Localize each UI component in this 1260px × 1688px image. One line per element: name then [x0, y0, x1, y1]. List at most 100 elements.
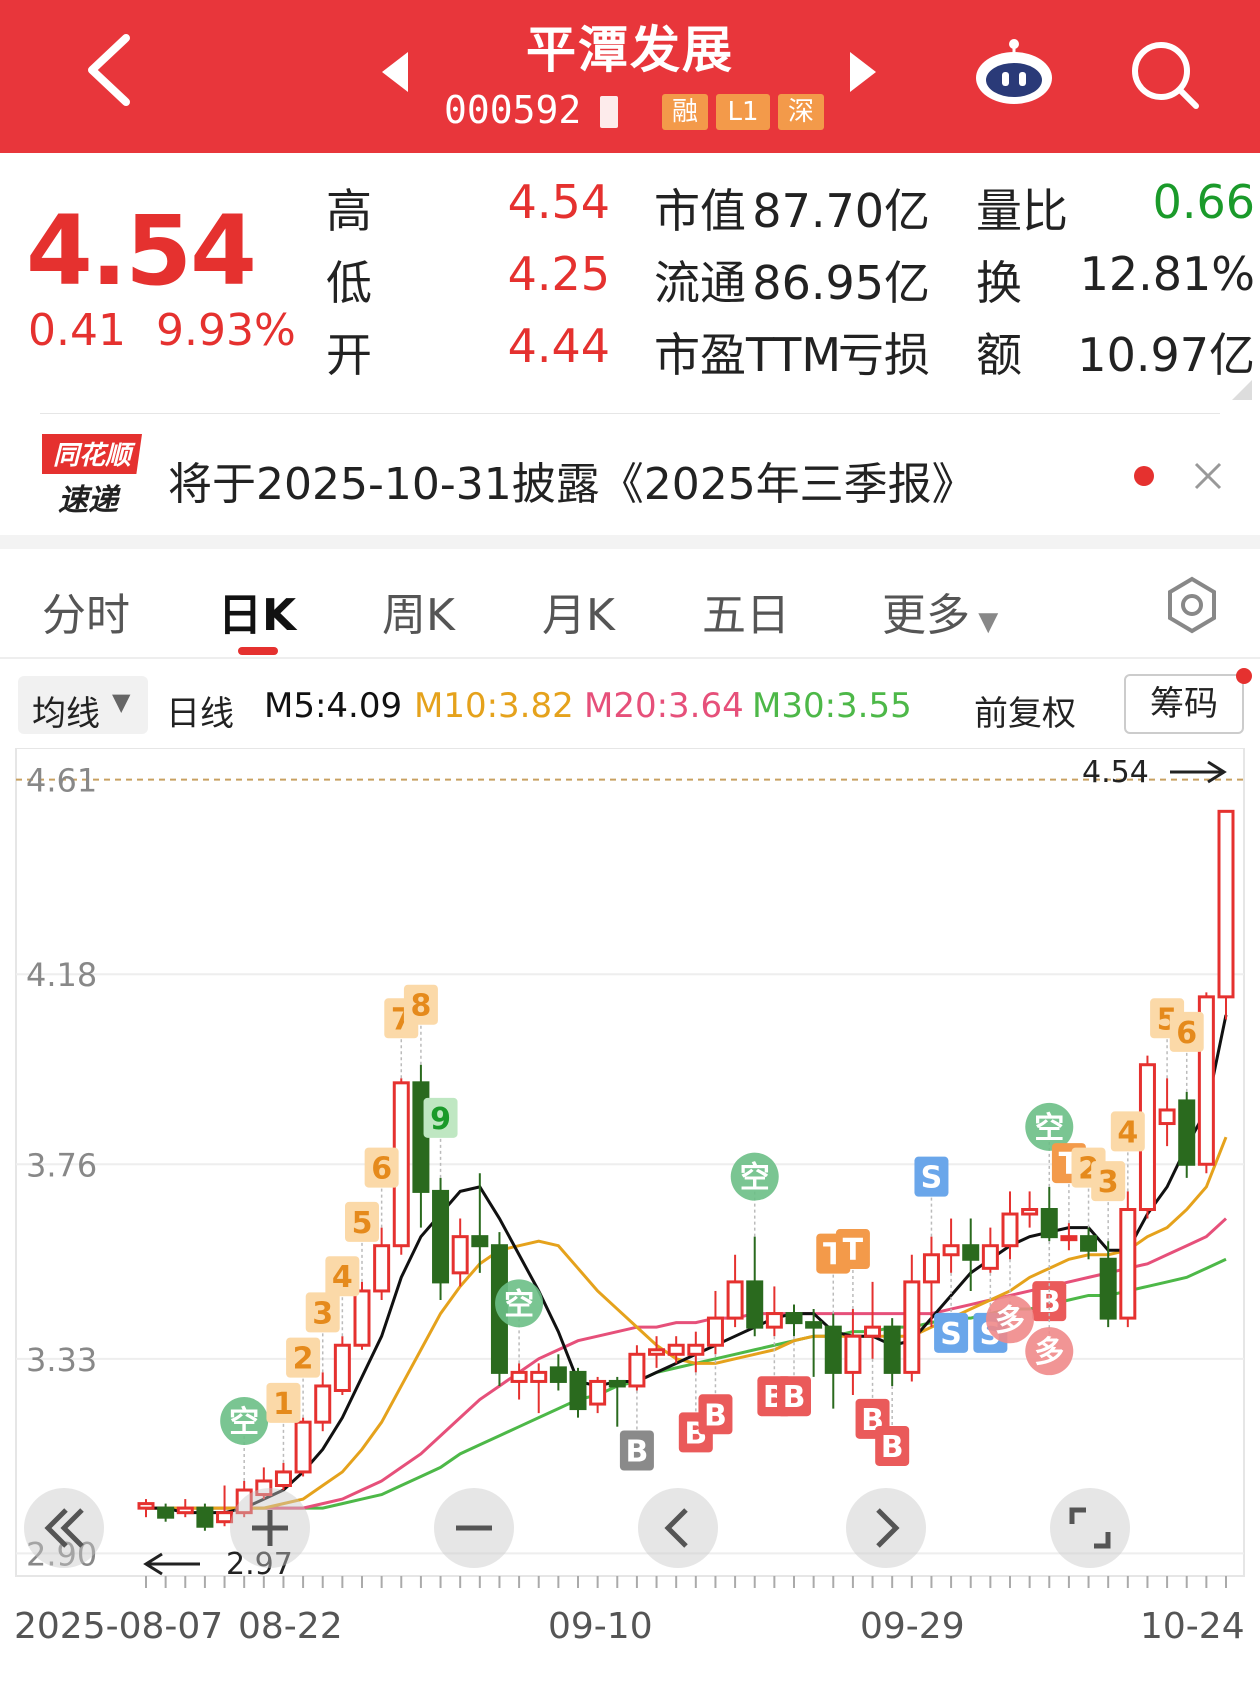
candle-body	[628, 1352, 646, 1388]
ma10-line	[146, 1136, 1228, 1510]
next-candle-button[interactable]	[846, 1488, 926, 1568]
quote-value: 10.97亿	[1077, 328, 1255, 382]
tab-monthly-k[interactable]: 月K	[542, 590, 615, 641]
candle-body	[785, 1312, 803, 1325]
signal-label: S	[921, 1161, 943, 1196]
candle-body	[373, 1244, 391, 1293]
signal-badge	[220, 1396, 269, 1445]
y-tick-label: 4.61	[26, 762, 97, 800]
candle-body	[549, 1366, 567, 1383]
zoom-in-button[interactable]	[230, 1488, 310, 1568]
settings-hex-icon[interactable]	[1162, 575, 1222, 635]
signal-badge	[1091, 1161, 1126, 1202]
min-price-label: 2.97	[226, 1547, 293, 1582]
signal-badge	[875, 1425, 910, 1466]
quote-value: 4.54	[507, 175, 610, 229]
prev-stock-icon[interactable]	[382, 52, 408, 92]
signal-label: 4	[332, 1260, 353, 1295]
candle-body	[1060, 1235, 1078, 1242]
candle-body	[765, 1312, 783, 1329]
ma-selector[interactable]	[18, 676, 148, 734]
adjust-mode[interactable]: 前复权	[974, 694, 1076, 734]
quote-label: 市盈TTM	[654, 328, 842, 382]
x-date-label: 2025-08-07	[14, 1606, 223, 1647]
change-amount: 0.41	[28, 305, 126, 356]
candle-body	[942, 1244, 960, 1257]
candle-body	[353, 1289, 371, 1347]
x-date-label: 09-10	[548, 1606, 653, 1647]
new-dot-icon	[1236, 668, 1252, 684]
signal-label: B	[783, 1380, 806, 1415]
tab-intraday[interactable]: 分时	[42, 590, 130, 641]
kline-chart[interactable]: 4.61 4.18 3.76 3.33 2.90 空 1 2 3 4 5 6 7 8 9 空 B 空 B B B B T T B…	[0, 747, 1260, 1684]
signal-badge	[934, 1312, 969, 1353]
candle-body	[1158, 1108, 1176, 1126]
candle-body	[451, 1235, 469, 1275]
candle-body	[883, 1325, 901, 1374]
ma30-value: M30:3.55	[752, 686, 912, 726]
expand-icon	[1069, 1507, 1111, 1549]
prev-candle-button[interactable]	[638, 1488, 718, 1568]
quote-label: 低	[326, 256, 372, 310]
signal-label: 8	[410, 989, 431, 1024]
quote-panel: 4.54 0.41 9.93% 高 4.54 市值 87.70亿 量比 0.66 低 4.25 流…	[0, 153, 1260, 413]
candle-body	[589, 1379, 607, 1406]
chevron-right-icon	[876, 1508, 900, 1548]
candle-body	[235, 1488, 253, 1515]
ths-express-logo: 同花顺 速递	[42, 434, 142, 518]
robot-assistant-icon[interactable]	[972, 38, 1056, 106]
zoom-out-button[interactable]	[434, 1488, 514, 1568]
tab-weekly-k[interactable]: 周K	[382, 590, 455, 641]
unread-dot-icon	[1134, 466, 1154, 486]
signal-label: 5	[352, 1206, 373, 1241]
signal-label: 3	[312, 1296, 333, 1331]
ma10-value: M10:3.82	[414, 686, 574, 726]
tab-daily-k[interactable]: 日K	[218, 590, 297, 641]
candle-body	[1080, 1235, 1098, 1252]
ma-selector-label: 均线	[32, 694, 100, 734]
signal-badge	[1025, 1327, 1074, 1376]
signal-label: S	[940, 1317, 962, 1352]
signal-badge	[1025, 1102, 1074, 1151]
quote-value: 亏损	[838, 328, 930, 382]
fullscreen-button[interactable]	[1050, 1488, 1130, 1568]
candle-body	[471, 1235, 489, 1248]
quote-label: 换	[976, 256, 1022, 310]
signal-badge	[325, 1256, 360, 1297]
quote-label: 额	[976, 328, 1022, 382]
chip-distribution-button[interactable]: 筹码	[1124, 674, 1244, 734]
tag-market: 深	[778, 94, 824, 130]
signal-badge	[1169, 1011, 1204, 1052]
x-date-label: 10-24	[1140, 1606, 1245, 1647]
next-stock-icon[interactable]	[850, 52, 876, 92]
board-icon	[600, 96, 618, 128]
section-gap	[0, 535, 1260, 549]
max-arrow-head	[1207, 760, 1227, 784]
close-icon[interactable]	[1192, 460, 1224, 492]
svg-text:同花顺: 同花顺	[53, 441, 136, 471]
candle-body	[726, 1280, 744, 1320]
candle-body	[1040, 1208, 1058, 1239]
signal-label: 6	[1176, 1016, 1197, 1051]
candle-body	[706, 1316, 724, 1347]
candle-body	[294, 1420, 312, 1474]
candle-body	[667, 1343, 685, 1356]
signal-label: 2	[293, 1342, 314, 1377]
signal-badge	[777, 1376, 811, 1417]
candle-body	[922, 1253, 940, 1284]
signal-badge	[345, 1201, 379, 1242]
signal-badge	[730, 1152, 779, 1201]
divider	[40, 413, 1220, 414]
ma5-value: M5:4.09	[264, 686, 403, 726]
news-banner[interactable]: 同花顺 速递 将于2025-10-31披露《2025年三季报》	[0, 420, 1260, 532]
period-tabs: 分时 日K 周K 月K 五日 更多 ▼	[0, 549, 1260, 659]
back-arrow-icon[interactable]	[78, 30, 148, 110]
tab-more[interactable]: 更多 ▼	[882, 590, 999, 641]
signal-badge	[495, 1279, 544, 1328]
signal-label: 多	[995, 1303, 1025, 1338]
scroll-left-button[interactable]	[24, 1488, 104, 1568]
tab-five-day[interactable]: 五日	[702, 590, 790, 641]
search-icon[interactable]	[1128, 38, 1202, 112]
candle-body	[962, 1244, 980, 1261]
candle-body	[981, 1244, 999, 1270]
